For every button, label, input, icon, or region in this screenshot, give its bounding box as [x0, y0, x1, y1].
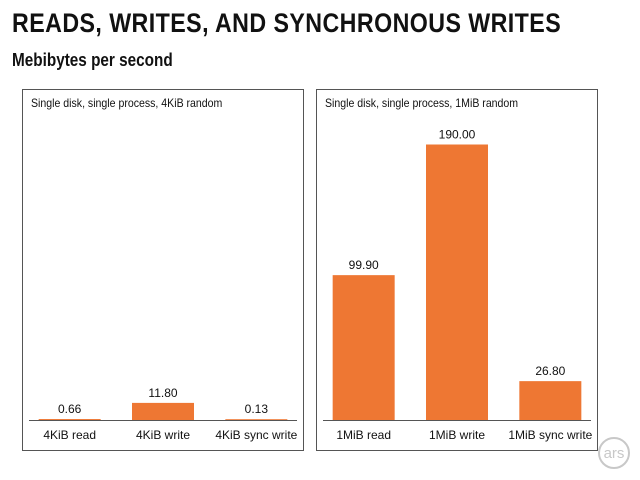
bar-2	[426, 144, 488, 420]
chart-subtitle: Mebibytes per second	[12, 50, 173, 70]
bar-3	[519, 381, 582, 420]
panel-title: Single disk, single process, 4KiB random	[31, 96, 223, 110]
chart-panel-1mib: Single disk, single process, 1MiB random…	[316, 89, 598, 451]
bar-2	[132, 402, 194, 420]
bar-3	[225, 419, 288, 420]
data-label-3: 0.13	[245, 402, 269, 416]
x-tick-label-1: 4KiB read	[43, 428, 96, 442]
chart-panel-4kib: Single disk, single process, 4KiB random…	[22, 89, 304, 451]
chart-title: READS, WRITES, AND SYNCHRONOUS WRITES	[12, 8, 562, 38]
data-label-3: 26.80	[535, 364, 565, 378]
logo-text: ars	[603, 444, 625, 462]
data-label-2: 11.80	[148, 386, 177, 400]
ars-logo: ars	[598, 437, 630, 469]
bar-chart-4kib: 0.66 4KiB read 11.80 4KiB write 0.13 4KiB syn…	[29, 386, 298, 442]
bar-1	[38, 419, 101, 420]
bar-1	[332, 275, 395, 420]
bar-chart-1mib: 99.90 1MiB read 190.00 1MiB write 26.80 1MiB …	[323, 128, 593, 442]
x-tick-label-2: 4KiB write	[136, 428, 190, 442]
x-tick-label-3: 1MiB sync write	[508, 428, 592, 442]
panel-title: Single disk, single process, 1MiB random	[325, 96, 519, 110]
data-label-2: 190.00	[439, 128, 476, 142]
data-label-1: 99.90	[349, 258, 379, 272]
x-tick-label-2: 1MiB write	[429, 428, 485, 442]
x-tick-label-3: 4KiB sync write	[215, 428, 297, 442]
data-label-1: 0.66	[58, 402, 82, 416]
x-tick-label-1: 1MiB read	[336, 428, 391, 442]
